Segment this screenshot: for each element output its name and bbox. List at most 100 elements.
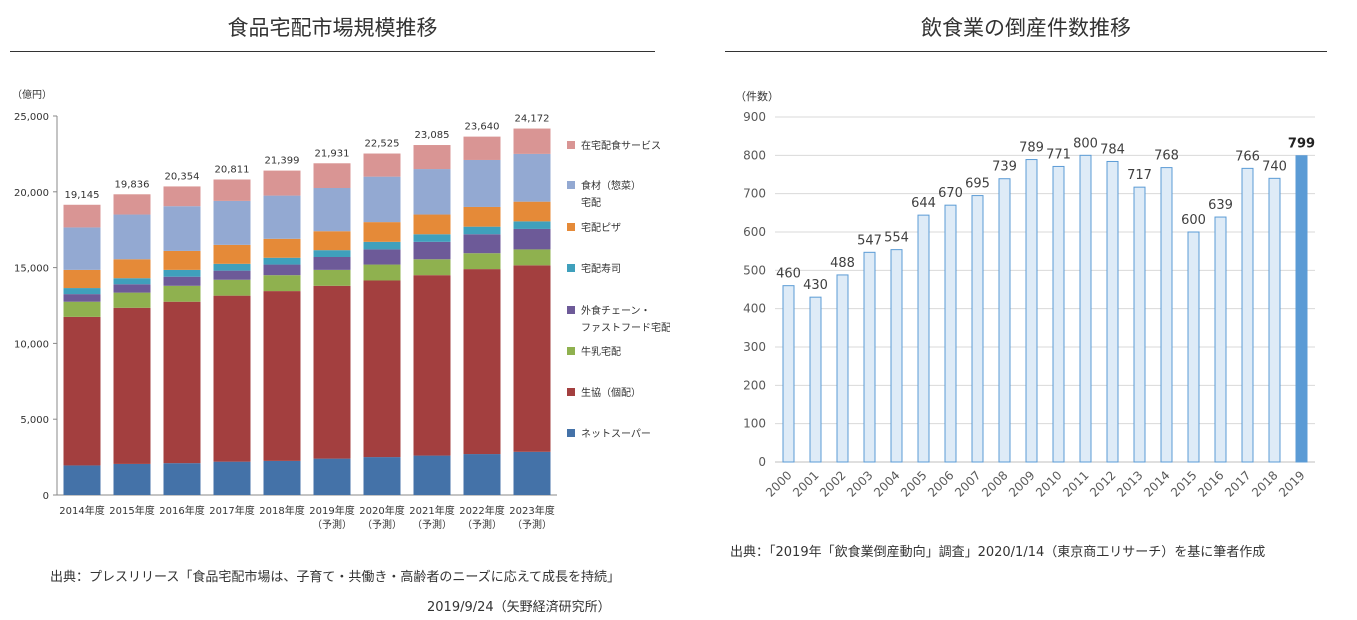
right-y-axis-label: （件数） [735, 90, 779, 103]
left-y-tick-label: 15,000 [14, 264, 49, 275]
bar-value-label: 554 [884, 231, 909, 246]
legend-swatch [567, 223, 575, 231]
left-x-tick-label: 2016年度 [159, 504, 204, 517]
stacked-bar-segment [513, 153, 551, 202]
left-x-tick-label: 2014年度 [59, 504, 104, 517]
stacked-bar-segment [263, 275, 301, 292]
stacked-bar-segment [263, 257, 301, 265]
stacked-bar-segment [113, 259, 151, 279]
left-x-tick-label: 2018年度 [259, 504, 304, 517]
left-x-tick-sublabel: （予測） [312, 518, 352, 531]
stacked-bar-segment [363, 176, 401, 223]
stacked-bar-segment [163, 250, 201, 270]
stacked-bar-segment [463, 234, 501, 254]
stacked-bar-segment [163, 463, 201, 495]
stacked-bar-segment [263, 264, 301, 276]
stacked-bar-segment [463, 206, 501, 227]
right-x-tick-label: 2008 [979, 468, 1010, 499]
stacked-bar-segment [313, 256, 351, 270]
right-title-rule [725, 51, 1327, 52]
bar-value-label: 739 [992, 160, 1017, 175]
right-x-tick-label: 2019 [1276, 468, 1307, 499]
legend-label: 宅配寿司 [581, 262, 621, 275]
stacked-bar-segment [463, 159, 501, 207]
right-x-tick-label: 2016 [1195, 468, 1226, 499]
right-chart-panel: 飲食業の倒産件数推移 （件数） 0 100 200 300 400 500 600 700 800… [700, 0, 1357, 620]
bar [1241, 167, 1254, 463]
bar-total-label: 21,931 [315, 148, 350, 159]
legend-label: 在宅配食サービス [581, 139, 661, 152]
stacked-bar-segment [363, 249, 401, 265]
stacked-bar-segment [413, 455, 451, 495]
right-bar-chart: （件数） 0 100 200 300 400 500 600 700 800 900 460 2000 4… [735, 90, 1315, 500]
stacked-bar-segment [63, 288, 101, 295]
stacked-bar-segment [413, 275, 451, 456]
stacked-bar-segment [113, 284, 151, 293]
legend-label: 牛乳宅配 [581, 345, 621, 358]
right-x-tick-label: 2010 [1033, 468, 1064, 499]
stacked-bar-segment [213, 270, 251, 280]
left-title-rule [10, 51, 655, 52]
right-x-tick-label: 2012 [1087, 468, 1118, 499]
left-y-tick-label: 0 [43, 491, 49, 502]
bar-value-label: 639 [1208, 198, 1233, 213]
stacked-bar-segment [363, 222, 401, 242]
bar-value-label: 460 [776, 267, 801, 282]
stacked-bar-segment [463, 269, 501, 455]
bar-value-label: 800 [1073, 136, 1098, 151]
legend-label: 外食チェーン・ファストフード宅配 [581, 304, 670, 334]
stacked-bar-segment [413, 169, 451, 215]
left-y-axis-label: （億円） [12, 88, 52, 101]
legend-swatch [567, 347, 575, 355]
stacked-bar-segment [313, 163, 351, 189]
stacked-bar-segment [313, 269, 351, 286]
bar-total-label: 22,525 [365, 139, 400, 150]
legend-label: ネットスーパー [581, 428, 651, 440]
legend-swatch [567, 388, 575, 396]
stacked-bar-segment [113, 214, 151, 260]
bar-value-label: 695 [965, 177, 990, 192]
stacked-bar-segment [363, 241, 401, 250]
stacked-bar-segment [163, 276, 201, 286]
legend-label: 食材（惣菜）宅配 [581, 179, 641, 209]
stacked-bar-segment [313, 250, 351, 257]
left-x-tick-sublabel: （予測） [512, 518, 552, 531]
left-source-line1: 出典：プレスリリース「食品宅配市場は、子育て・共働き・高齢者のニーズに応えて成長… [50, 570, 621, 585]
right-y-tick-label: 600 [743, 225, 766, 239]
bar-value-label: 488 [830, 256, 855, 271]
stacked-bar-segment [513, 265, 551, 452]
stacked-bar-segment [63, 301, 101, 317]
right-y-tick-label: 200 [743, 378, 766, 392]
legend-swatch [567, 141, 575, 149]
right-x-tick-label: 2002 [817, 468, 848, 499]
stacked-bar-segment [463, 136, 501, 160]
left-x-tick-sublabel: （予測） [412, 518, 452, 531]
stacked-bar-segment [213, 244, 251, 264]
stacked-bar-segment [63, 465, 101, 495]
stacked-bar-segment [263, 170, 301, 196]
bar [890, 249, 903, 463]
bar-total-label: 19,836 [115, 179, 150, 190]
bar [836, 274, 849, 463]
bar [1214, 216, 1227, 463]
left-x-tick-label: 2022年度 [459, 504, 504, 517]
right-x-tick-label: 2007 [952, 468, 983, 499]
stacked-bar-segment [163, 186, 201, 207]
legend-swatch [567, 429, 575, 437]
right-x-tick-label: 2003 [844, 468, 875, 499]
left-y-tick-label: 25,000 [14, 112, 49, 123]
stacked-bar-segment [463, 226, 501, 235]
bar-value-label: 768 [1154, 149, 1179, 164]
bar-total-label: 20,354 [165, 171, 200, 182]
stacked-bar-segment [313, 458, 351, 495]
bar-total-label: 23,640 [465, 122, 500, 133]
right-y-tick-label: 500 [743, 263, 766, 277]
bar [1106, 160, 1119, 463]
stacked-bar-segment [113, 194, 151, 215]
bar-value-label: 670 [938, 186, 963, 201]
stacked-bar-segment [113, 292, 151, 308]
left-chart-title: 食品宅配市場規模推移 [227, 16, 438, 40]
right-x-tick-label: 2014 [1141, 468, 1172, 499]
left-y-tick-label: 20,000 [14, 188, 49, 199]
right-x-tick-label: 2018 [1249, 468, 1280, 499]
